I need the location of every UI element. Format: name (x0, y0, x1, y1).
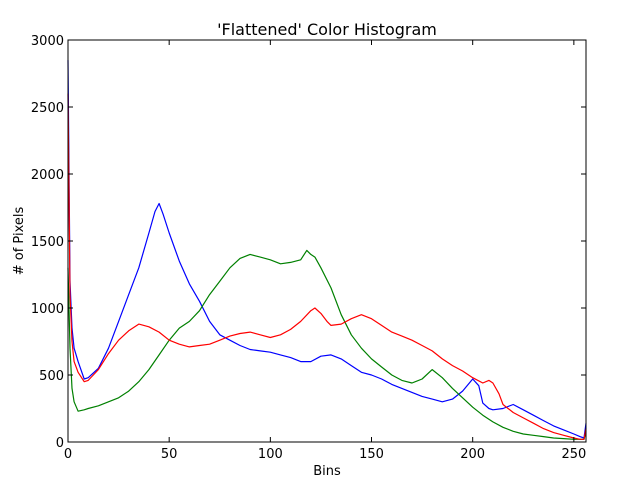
y-tick-label: 0 (56, 436, 64, 451)
y-tick-label: 2500 (31, 101, 64, 116)
x-tick-label: 150 (359, 447, 384, 462)
series-line-1 (67, 249, 587, 440)
y-axis-label: # of Pixels (12, 207, 27, 276)
y-tick-label: 1000 (31, 302, 64, 317)
chart-title: 'Flattened' Color Histogram (217, 20, 437, 39)
x-tick-label: 200 (460, 447, 485, 462)
x-axis-label: Bins (313, 464, 341, 479)
x-tick-label: 50 (161, 447, 178, 462)
x-tick-label: 0 (64, 447, 72, 462)
y-tick-label: 3000 (31, 34, 64, 49)
series-line-2 (67, 93, 587, 440)
y-tick-label: 1500 (31, 235, 64, 250)
x-tick-label: 100 (258, 447, 283, 462)
x-tick-label: 250 (561, 447, 586, 462)
series-line-0 (67, 60, 587, 439)
series-layer (67, 60, 587, 440)
y-tick-label: 500 (39, 369, 64, 384)
y-tick-label: 2000 (31, 168, 64, 183)
